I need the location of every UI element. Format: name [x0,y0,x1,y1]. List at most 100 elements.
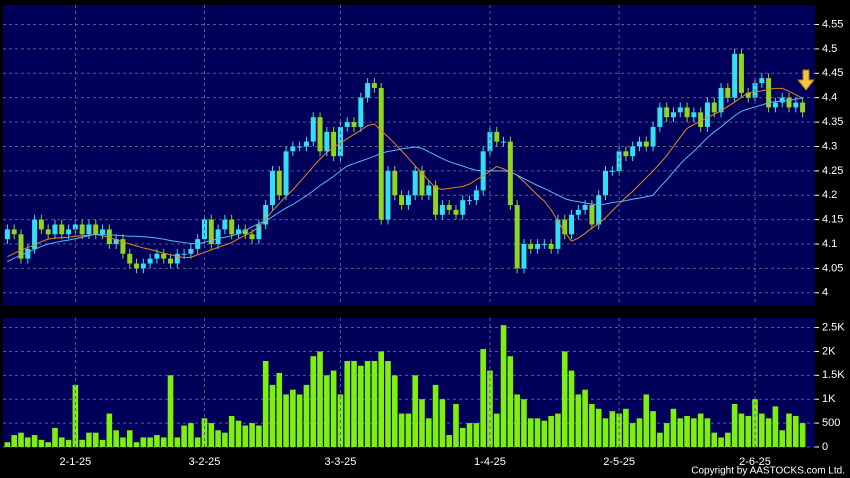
volume-bar [317,351,323,447]
volume-bar [215,430,221,447]
candle-body [188,248,194,254]
candle-body [249,234,255,240]
price-panel [3,5,815,305]
volume-bar [561,351,568,447]
candle-body [276,170,282,196]
candle-body [528,244,534,249]
volume-bar [18,432,24,447]
candle-body [134,263,140,269]
volume-bar [194,437,201,447]
x-tick-label: 2-6-25 [739,456,771,468]
candle-body [535,244,541,249]
volume-bar [446,435,452,447]
candle-body [582,205,588,210]
y-tick-label: 4 [822,287,828,299]
candle-body [263,205,269,225]
candle-body [569,214,575,235]
volume-bar [392,375,398,447]
volume-bar [684,415,690,447]
candle-body [453,209,459,215]
volume-bar [303,384,310,447]
volume-bar [595,408,602,447]
volume-bar [738,413,745,447]
volume-bar [629,423,636,447]
volume-bar [351,361,357,447]
volume-bar [432,384,439,447]
volume-bar [133,442,140,447]
candle-body [643,141,649,147]
y-tick-label: 4.25 [822,165,843,177]
volume-bar [256,425,262,447]
candle-body [256,224,262,240]
candle-body [759,78,765,84]
volume-bar [623,408,629,447]
volume-bar [752,399,758,447]
candle-body [385,170,391,220]
candle-body [229,219,235,235]
volume-bar [113,430,119,447]
volume-bar [11,435,17,447]
candle-body [235,229,241,235]
y-tick-label: 4.05 [822,262,843,274]
candle-body [113,239,119,245]
volume-bar [568,370,575,447]
y-tick-label: 1K [822,393,836,405]
candle-body [269,170,275,205]
volume-bar [405,413,412,447]
volume-bar [45,442,51,447]
moving-average-line [7,87,803,259]
y-tick-label: 1.5K [822,369,845,381]
volume-bar [378,351,385,447]
volume-bar [759,413,765,447]
latest-arrow [796,69,816,91]
candle-body [691,112,697,118]
volume-bar [86,432,92,447]
volume-bar [92,432,99,447]
candle-body [657,107,663,127]
candle-body [426,185,432,196]
volume-bar [24,437,31,447]
volume-bar [330,370,337,447]
volume-bar [344,361,351,447]
volume-bar [663,423,670,447]
candle-body [670,112,676,118]
candle-body [514,205,520,269]
y-tick-label: 2K [822,345,836,357]
candle-body [106,229,112,245]
volume-bar [718,437,724,447]
candle-body [120,239,126,254]
candle-body [399,195,405,205]
volume-bar [52,427,58,447]
candle-body [446,205,452,210]
candle-body [779,97,785,103]
volume-bar [412,375,418,447]
candle-body [100,229,106,235]
volume-bar [419,399,425,447]
candle-body [4,229,10,240]
candle-body [66,229,72,235]
volume-bar [507,356,514,447]
candle-body [507,141,513,205]
volume-bar [398,413,405,447]
candle-body [11,229,17,235]
candle-body [664,107,670,118]
volume-bar [793,415,799,447]
volume-bar [58,437,65,447]
volume-bar [459,427,466,447]
candle-body [460,200,466,215]
volume-bar [147,437,153,447]
volume-bar [371,361,378,447]
volume-bar [534,418,541,447]
candle-body [208,219,214,245]
candle-body [18,234,24,259]
volume-bar [385,361,391,447]
volume-bar [425,418,432,447]
y-tick-label: 4.1 [822,238,837,250]
volume-bar [160,437,167,447]
volume-bar [154,435,160,447]
candle-body [548,244,554,249]
candle-body [303,141,309,147]
candle-body [181,253,187,255]
candle-body [786,97,792,108]
